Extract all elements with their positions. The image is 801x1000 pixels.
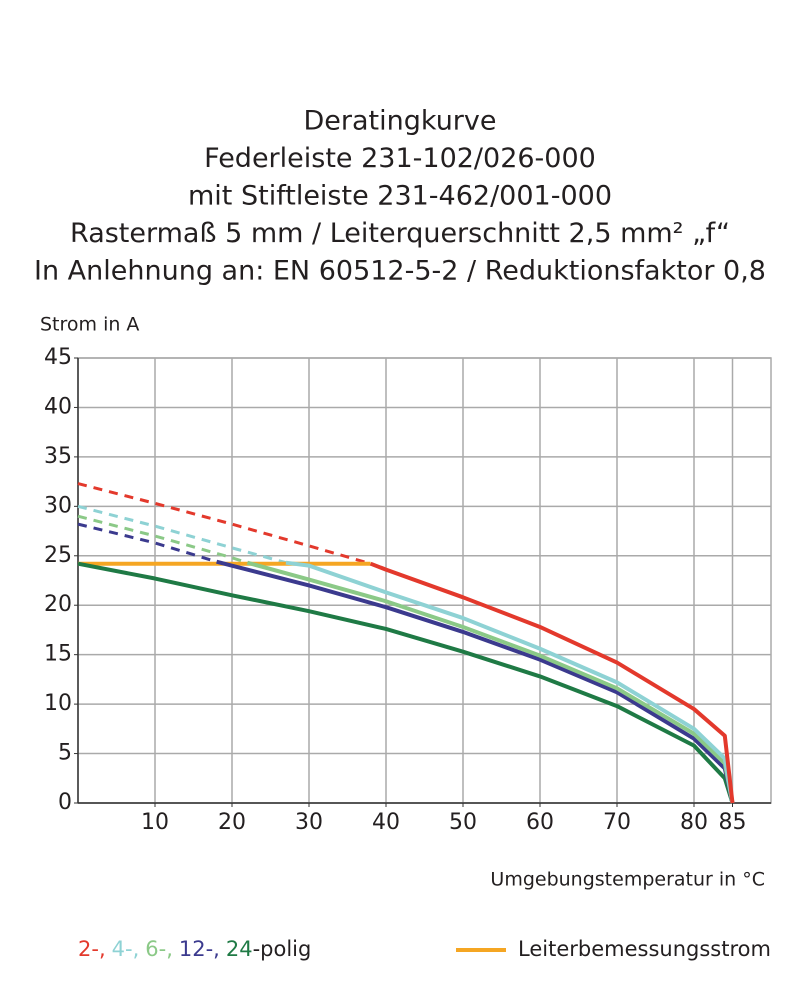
legend-entry: 24 xyxy=(226,937,253,961)
x-tick-label: 70 xyxy=(603,810,631,835)
legend-entry: 4-, xyxy=(112,937,140,961)
chart-title: Rastermaß 5 mm / Leiterquerschnitt 2,5 m… xyxy=(70,218,730,249)
dashed-line xyxy=(77,514,248,565)
x-tick-label: 30 xyxy=(295,810,323,835)
y-tick-label: 20 xyxy=(44,592,72,617)
chart-title: mit Stiftleiste 231-462/001-000 xyxy=(188,181,612,212)
x-tick-label: 50 xyxy=(449,810,477,835)
x-tick-label: 80 xyxy=(680,810,708,835)
y-tick-label: 15 xyxy=(44,642,72,667)
x-axis-label: Umgebungstemperatur in °C xyxy=(490,869,765,891)
x-tick-label: 85 xyxy=(719,810,747,835)
chart-title: Deratingkurve xyxy=(304,106,497,137)
x-tick-label: 10 xyxy=(141,810,169,835)
plot-frame xyxy=(77,357,772,804)
y-tick-label: 0 xyxy=(58,790,72,815)
series-line xyxy=(285,560,735,804)
dashed-line xyxy=(77,482,372,566)
legend-entry: Leiterbemessungsstrom xyxy=(518,937,771,961)
legend-entry: 2-, xyxy=(78,937,106,961)
legend: 2-, 4-, 6-, 12-, 24-polig xyxy=(78,937,311,961)
dashed-line xyxy=(77,504,287,565)
y-tick-label: 5 xyxy=(58,741,72,766)
x-tick-label: 40 xyxy=(372,810,400,835)
series-line xyxy=(246,560,735,804)
y-tick-label: 35 xyxy=(44,444,72,469)
y-tick-label: 25 xyxy=(44,543,72,568)
y-tick-label: 40 xyxy=(44,394,72,419)
series-line xyxy=(216,559,735,804)
x-tick-label: 60 xyxy=(526,810,554,835)
series-line xyxy=(369,561,735,804)
y-tick-label: 30 xyxy=(44,493,72,518)
chart-title: Federleiste 231-102/026-000 xyxy=(204,143,596,174)
legend-entry: 6-, xyxy=(145,937,173,961)
x-tick-label: 20 xyxy=(218,810,246,835)
y-tick-label: 45 xyxy=(44,345,72,370)
legend-suffix: -polig xyxy=(253,937,312,961)
series-line xyxy=(77,561,735,804)
y-tick-label: 10 xyxy=(44,691,72,716)
legend-entry: 12-, xyxy=(179,937,220,961)
y-axis-label: Strom in A xyxy=(40,314,139,336)
chart-title: In Anlehnung an: EN 60512-5-2 / Reduktio… xyxy=(34,256,766,287)
